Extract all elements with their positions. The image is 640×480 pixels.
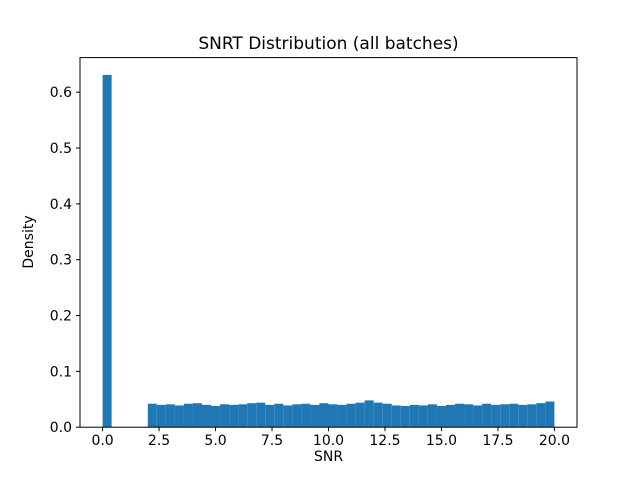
y-tick-label: 0.4 <box>50 197 72 213</box>
histogram-bar <box>183 403 193 428</box>
histogram-bar <box>211 405 221 428</box>
x-tick-label: 17.5 <box>482 433 513 449</box>
x-tick-label: 12.5 <box>369 433 400 449</box>
chart-title: SNRT Distribution (all batches) <box>198 34 459 54</box>
histogram-bar <box>238 404 248 428</box>
histogram-bar <box>192 403 202 428</box>
x-tick-label: 15.0 <box>426 433 457 449</box>
histogram-bar <box>509 403 519 428</box>
histogram-bar <box>527 404 537 428</box>
histogram-bar <box>418 405 428 428</box>
histogram-bar <box>265 404 275 428</box>
histogram-bar <box>473 405 483 428</box>
y-tick-label: 0.6 <box>50 85 72 101</box>
histogram-bar <box>436 405 446 428</box>
y-tick-label: 0.3 <box>50 253 72 269</box>
histogram-bar <box>400 405 410 428</box>
histogram-bar <box>391 405 401 428</box>
y-tick-label: 0.1 <box>50 364 72 380</box>
histogram-bar <box>500 404 510 428</box>
histogram-bar <box>346 403 356 428</box>
histogram-bar <box>165 404 175 428</box>
histogram-bar <box>292 404 302 428</box>
histogram-bar <box>427 404 437 428</box>
histogram-bar <box>328 404 338 428</box>
x-tick-label: 2.5 <box>148 433 170 449</box>
histogram-bar <box>247 403 257 428</box>
y-tick-label: 0.5 <box>50 141 72 157</box>
histogram-bar <box>337 404 347 428</box>
x-axis-label: SNR <box>313 449 344 465</box>
histogram-bar <box>229 404 239 428</box>
histogram-bar <box>464 404 474 428</box>
histogram-bar <box>518 404 528 428</box>
histogram-bar <box>310 404 320 428</box>
histogram-bar <box>355 402 365 428</box>
histogram-bar <box>102 74 112 428</box>
x-tick-label: 7.5 <box>261 433 283 449</box>
histogram-bar <box>445 404 456 428</box>
axes-spines <box>79 57 578 428</box>
x-tick-label: 20.0 <box>539 433 570 449</box>
histogram-bar <box>382 403 392 428</box>
y-tick-label: 0.2 <box>50 309 72 325</box>
histogram-bar <box>491 404 501 428</box>
histogram-bar <box>319 403 329 428</box>
histogram-bar <box>174 405 184 428</box>
histogram-bar <box>545 401 555 428</box>
histogram-bar <box>156 404 166 428</box>
histogram-bar <box>274 403 284 428</box>
histogram-bar <box>536 403 546 428</box>
histogram-bar <box>147 403 157 428</box>
histogram-bar <box>409 404 419 428</box>
histogram-bar <box>482 403 492 428</box>
histogram-bar <box>455 403 465 428</box>
x-tick-label: 5.0 <box>204 433 226 449</box>
x-tick-label: 10.0 <box>313 433 344 449</box>
histogram-bar <box>364 400 374 428</box>
histogram-bar <box>201 404 212 428</box>
histogram-bar <box>301 403 311 428</box>
x-tick-label: 0.0 <box>91 433 113 449</box>
histogram-bar <box>373 402 383 428</box>
y-tick-label: 0.0 <box>50 420 72 436</box>
histogram-bar <box>283 405 293 428</box>
histogram-bar <box>220 404 230 428</box>
histogram-bar <box>256 402 266 428</box>
y-axis-label: Density <box>21 215 37 269</box>
